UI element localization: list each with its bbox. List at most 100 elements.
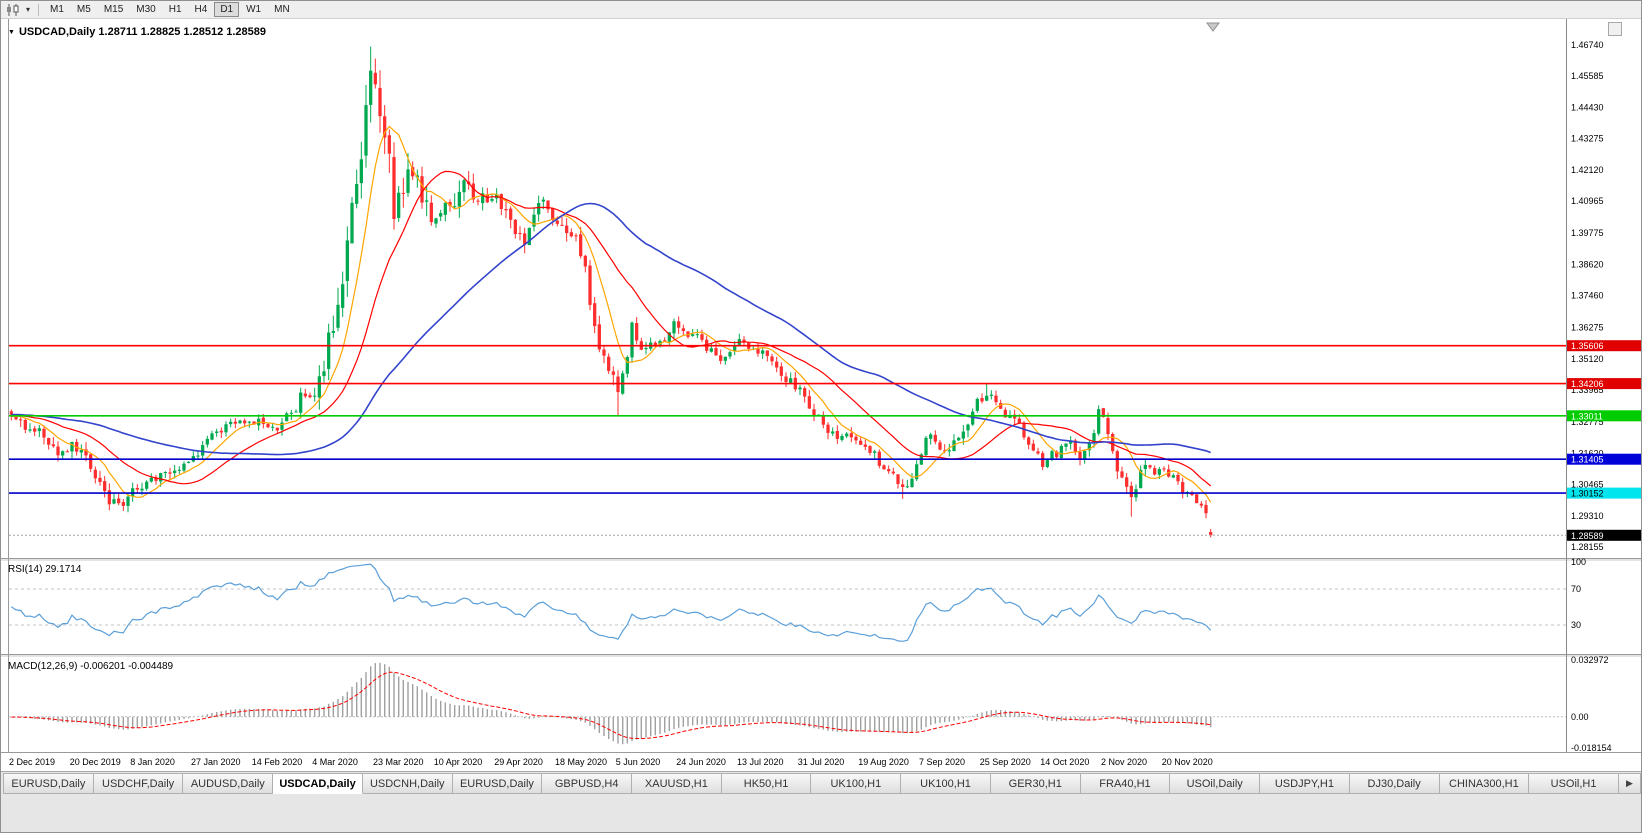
svg-text:1.35120: 1.35120 bbox=[1571, 354, 1604, 364]
svg-text:1.37460: 1.37460 bbox=[1571, 291, 1604, 301]
svg-text:1.33965: 1.33965 bbox=[1571, 385, 1604, 395]
timeframe-button-d1[interactable]: D1 bbox=[214, 2, 240, 17]
svg-text:31 Jul 2020: 31 Jul 2020 bbox=[798, 757, 845, 767]
svg-text:8 Jan 2020: 8 Jan 2020 bbox=[130, 757, 175, 767]
symbol-tab-ger30-h1[interactable]: GER30,H1 bbox=[990, 773, 1081, 794]
svg-text:1.28155: 1.28155 bbox=[1571, 542, 1604, 552]
svg-text:10 Apr 2020: 10 Apr 2020 bbox=[434, 757, 483, 767]
symbol-tab-usdcnh-daily[interactable]: USDCNH,Daily bbox=[362, 773, 453, 794]
svg-text:1.28589: 1.28589 bbox=[1571, 531, 1604, 541]
bid-price-badge: 1.28589 bbox=[1567, 529, 1641, 541]
svg-text:19 Aug 2020: 19 Aug 2020 bbox=[858, 757, 909, 767]
symbol-tab-usoil-daily[interactable]: USOil,Daily bbox=[1170, 773, 1261, 794]
svg-text:30: 30 bbox=[1571, 620, 1581, 630]
svg-text:7 Sep 2020: 7 Sep 2020 bbox=[919, 757, 965, 767]
chart-canvas[interactable]: 1.46740 1.45585 1.44430 1.43275 1.42120 1.409… bbox=[1, 19, 1642, 771]
timeframe-button-mn[interactable]: MN bbox=[274, 4, 290, 15]
timeframe-button-h1[interactable]: H1 bbox=[168, 4, 182, 15]
ma-8-line bbox=[11, 125, 1212, 503]
symbol-tab-uk100-h1[interactable]: UK100,H1 bbox=[811, 773, 902, 794]
rsi-axis[interactable]: 100 70 30 bbox=[1571, 557, 1586, 630]
svg-text:1.30152: 1.30152 bbox=[1571, 489, 1604, 499]
symbol-tabs: EURUSD,Daily USDCHF,Daily AUDUSD,Daily USDC… bbox=[3, 773, 1619, 794]
svg-text:1.31620: 1.31620 bbox=[1571, 448, 1604, 458]
price-level-badge-1.33011: 1.33011 bbox=[1567, 410, 1641, 421]
timeframe-button-m1[interactable]: M1 bbox=[50, 4, 64, 15]
svg-text:2 Nov 2020: 2 Nov 2020 bbox=[1101, 757, 1147, 767]
timeframe-button-m15[interactable]: M15 bbox=[103, 4, 124, 15]
symbol-tab-xauusd-h1[interactable]: XAUUSD,H1 bbox=[632, 773, 722, 794]
horizontal-level-lines[interactable] bbox=[9, 344, 1566, 494]
svg-text:24 Jun 2020: 24 Jun 2020 bbox=[676, 757, 726, 767]
svg-text:1.32775: 1.32775 bbox=[1571, 417, 1604, 427]
svg-text:5 Jun 2020: 5 Jun 2020 bbox=[616, 757, 661, 767]
macd-signal-line bbox=[11, 671, 1211, 740]
symbol-tab-usoil-h1[interactable]: USOil,H1 bbox=[1529, 773, 1619, 794]
svg-text:1.34206: 1.34206 bbox=[1571, 379, 1604, 389]
macd-axis[interactable]: 0.032972 0.00 -0.018154 bbox=[1571, 655, 1612, 753]
rsi-pane[interactable] bbox=[9, 562, 1213, 652]
chart-corner-button[interactable] bbox=[1608, 22, 1622, 36]
symbol-tabbar: EURUSD,Daily USDCHF,Daily AUDUSD,Daily USDC… bbox=[1, 771, 1641, 794]
macd-indicator-label: MACD(12,26,9) -0.006201 -0.004489 bbox=[8, 661, 174, 672]
rsi-line bbox=[10, 563, 1212, 642]
timeframe-button-w1[interactable]: W1 bbox=[246, 4, 262, 15]
svg-text:100: 100 bbox=[1571, 557, 1586, 567]
candlestick-chart-icon[interactable] bbox=[4, 3, 22, 17]
symbol-tab-china300-h1[interactable]: CHINA300,H1 bbox=[1439, 773, 1530, 794]
svg-text:1.43275: 1.43275 bbox=[1571, 134, 1604, 144]
chart-title: ▼ USDCAD,Daily 1.28711 1.28825 1.28512 1… bbox=[8, 26, 266, 38]
symbol-tab-gbpusd-h4[interactable]: GBPUSD,H4 bbox=[542, 773, 633, 794]
svg-text:2 Dec 2019: 2 Dec 2019 bbox=[9, 757, 55, 767]
symbol-tab-audusd-daily[interactable]: AUDUSD,Daily bbox=[183, 773, 274, 794]
rsi-indicator-label: RSI(14) 29.1714 bbox=[8, 564, 82, 575]
svg-text:1.38620: 1.38620 bbox=[1571, 259, 1604, 269]
svg-text:1.29310: 1.29310 bbox=[1571, 511, 1604, 521]
price-chart-area[interactable] bbox=[9, 23, 1213, 557]
timeframe-button-m5[interactable]: M5 bbox=[76, 4, 91, 15]
macd-histogram bbox=[10, 662, 1212, 745]
chart-type-dropdown-caret[interactable]: ▾ bbox=[25, 5, 30, 14]
svg-text:29 Apr 2020: 29 Apr 2020 bbox=[494, 757, 543, 767]
symbol-tab-usdjpy-h1[interactable]: USDJPY,H1 bbox=[1260, 773, 1350, 794]
symbol-tab-hk50-h1[interactable]: HK50,H1 bbox=[721, 773, 812, 794]
svg-text:1.46740: 1.46740 bbox=[1571, 40, 1604, 50]
chart-shift-marker[interactable] bbox=[1206, 22, 1220, 32]
toolbar-separator bbox=[38, 3, 39, 16]
svg-text:13 Jul 2020: 13 Jul 2020 bbox=[737, 757, 784, 767]
timeframe-button-m30[interactable]: M30 bbox=[136, 4, 156, 15]
svg-text:14 Feb 2020: 14 Feb 2020 bbox=[252, 757, 303, 767]
price-level-badge-1.31405: 1.31405 bbox=[1567, 453, 1641, 465]
svg-text:0.032972: 0.032972 bbox=[1571, 655, 1609, 665]
symbol-tab-eurusd-daily[interactable]: EURUSD,Daily bbox=[452, 773, 543, 794]
svg-text:25 Sep 2020: 25 Sep 2020 bbox=[980, 757, 1031, 767]
svg-text:-0.018154: -0.018154 bbox=[1571, 743, 1612, 753]
time-axis[interactable]: 2 Dec 2019 20 Dec 2019 8 Jan 2020 27 Jan 20… bbox=[9, 757, 1213, 767]
price-axis[interactable]: 1.46740 1.45585 1.44430 1.43275 1.42120 1.409… bbox=[1571, 40, 1604, 552]
price-level-badge-1.34206: 1.34206 bbox=[1567, 378, 1641, 390]
svg-text:0.00: 0.00 bbox=[1571, 712, 1589, 722]
symbol-tab-usdcad-daily[interactable]: USDCAD,Daily bbox=[273, 773, 363, 794]
svg-text:14 Oct 2020: 14 Oct 2020 bbox=[1040, 757, 1089, 767]
chart-region: 1.46740 1.45585 1.44430 1.43275 1.42120 1.409… bbox=[1, 19, 1642, 771]
svg-text:4 Mar 2020: 4 Mar 2020 bbox=[312, 757, 358, 767]
svg-text:1.44430: 1.44430 bbox=[1571, 102, 1604, 112]
symbol-tab-uk100-h1[interactable]: UK100,H1 bbox=[901, 773, 991, 794]
symbol-tab-dj30-daily[interactable]: DJ30,Daily bbox=[1349, 773, 1440, 794]
symbol-tab-usdchf-daily[interactable]: USDCHF,Daily bbox=[93, 773, 184, 794]
svg-text:1.30465: 1.30465 bbox=[1571, 480, 1604, 490]
symbol-tab-eurusd-daily[interactable]: EURUSD,Daily bbox=[3, 773, 94, 794]
svg-text:23 Mar 2020: 23 Mar 2020 bbox=[373, 757, 424, 767]
symbol-tab-fra40-h1[interactable]: FRA40,H1 bbox=[1080, 773, 1171, 794]
tabbar-scroll-right-button[interactable]: ▶ bbox=[1619, 773, 1641, 794]
svg-text:1.39775: 1.39775 bbox=[1571, 228, 1604, 238]
svg-text:20 Nov 2020: 20 Nov 2020 bbox=[1162, 757, 1213, 767]
svg-text:1.31405: 1.31405 bbox=[1571, 455, 1604, 465]
ma-21-line bbox=[11, 170, 1212, 487]
chart-title-text: USDCAD,Daily 1.28711 1.28825 1.28512 1.2… bbox=[18, 26, 267, 38]
timeframe-button-h4[interactable]: H4 bbox=[194, 4, 208, 15]
svg-text:20 Dec 2019: 20 Dec 2019 bbox=[70, 757, 121, 767]
svg-text:27 Jan 2020: 27 Jan 2020 bbox=[191, 757, 241, 767]
symbol-dropdown-icon[interactable]: ▼ bbox=[8, 28, 15, 36]
